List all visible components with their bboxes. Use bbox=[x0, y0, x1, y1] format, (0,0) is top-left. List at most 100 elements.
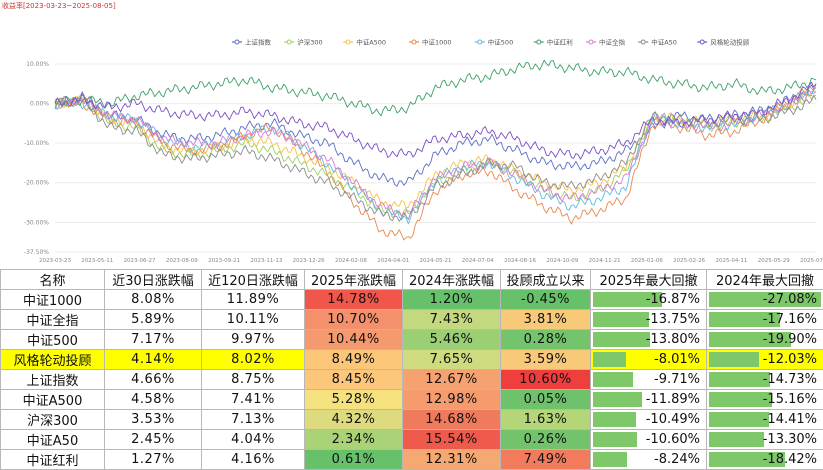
table-cell-since: 3.59% bbox=[501, 350, 591, 370]
table-cell-d30: 2.45% bbox=[105, 430, 202, 450]
table-cell-y2025: 10.44% bbox=[305, 330, 403, 350]
drawdown-bar bbox=[593, 432, 637, 447]
drawdown-bar bbox=[709, 352, 759, 367]
table-cell-d120: 8.75% bbox=[202, 370, 305, 390]
table-cell-y2025: 4.32% bbox=[305, 410, 403, 430]
table-cell-name: 中证500 bbox=[1, 330, 105, 350]
legend-label: 中证A50 bbox=[651, 38, 677, 47]
drawdown-bar bbox=[593, 392, 642, 407]
chart-title: 收益率[2023-03-23~2025-08-05] bbox=[2, 1, 116, 11]
x-tick-label: 2024-05-21 bbox=[420, 258, 452, 264]
table-cell-y2025: 5.28% bbox=[305, 390, 403, 410]
drawdown-value: -10.60% bbox=[646, 432, 700, 447]
legend-marker bbox=[287, 40, 291, 44]
series-line bbox=[55, 84, 816, 240]
drawdown-value: -13.80% bbox=[646, 332, 700, 347]
column-header: 近30日涨跌幅 bbox=[105, 270, 202, 290]
table-cell-y2024: 14.68% bbox=[403, 410, 501, 430]
table-cell-dd2025: -13.80% bbox=[591, 330, 707, 350]
drawdown-value: -16.87% bbox=[646, 292, 700, 307]
x-tick-label: 2023-11-13 bbox=[250, 258, 282, 264]
table-cell-d30: 7.17% bbox=[105, 330, 202, 350]
table-cell-dd2024: -17.16% bbox=[707, 310, 823, 330]
drawdown-value: -8.01% bbox=[654, 352, 700, 367]
table-cell-d30: 1.27% bbox=[105, 450, 202, 470]
drawdown-value: -9.71% bbox=[654, 372, 700, 387]
drawdown-bar bbox=[709, 372, 770, 387]
legend-marker bbox=[346, 40, 350, 44]
table-cell-dd2024: -14.73% bbox=[707, 370, 823, 390]
legend-marker bbox=[700, 40, 704, 44]
legend-marker bbox=[478, 40, 482, 44]
column-header: 投顾成立以来 bbox=[501, 270, 591, 290]
table-cell-since: -0.45% bbox=[501, 290, 591, 310]
drawdown-value: -11.89% bbox=[646, 392, 700, 407]
drawdown-value: -14.73% bbox=[763, 372, 817, 387]
table-cell-d120: 7.41% bbox=[202, 390, 305, 410]
x-tick-label: 2025-04-11 bbox=[715, 258, 747, 264]
table-cell-dd2025: -10.60% bbox=[591, 430, 707, 450]
table-cell-y2024: 12.31% bbox=[403, 450, 501, 470]
table-cell-dd2025: -16.87% bbox=[591, 290, 707, 310]
table-cell-y2024: 7.65% bbox=[403, 350, 501, 370]
x-tick-label: 2023-05-11 bbox=[81, 258, 113, 264]
legend-label: 中证500 bbox=[488, 38, 513, 47]
table-cell-y2024: 12.67% bbox=[403, 370, 501, 390]
table-cell-since: 7.49% bbox=[501, 450, 591, 470]
drawdown-value: -13.30% bbox=[763, 432, 817, 447]
y-tick-label: -10.00% bbox=[24, 140, 49, 147]
table-cell-d120: 7.13% bbox=[202, 410, 305, 430]
legend-label: 风格轮动投顾 bbox=[710, 38, 750, 47]
table-cell-since: 0.05% bbox=[501, 390, 591, 410]
table-cell-dd2024: -18.42% bbox=[707, 450, 823, 470]
chart-svg: 10.00%0.00%-10.00%-20.00%-30.00%-37.50%2… bbox=[0, 0, 823, 268]
table-cell-y2025: 0.61% bbox=[305, 450, 403, 470]
x-tick-label: 2024-08-16 bbox=[504, 258, 536, 264]
table-cell-y2024: 5.46% bbox=[403, 330, 501, 350]
x-tick-label: 2025-02-26 bbox=[673, 258, 705, 264]
table-cell-dd2025: -8.24% bbox=[591, 450, 707, 470]
legend-label: 中证红利 bbox=[547, 38, 573, 47]
table-cell-y2024: 15.54% bbox=[403, 430, 501, 450]
legend-marker bbox=[235, 40, 239, 44]
drawdown-bar bbox=[593, 412, 636, 427]
column-header: 2024年最大回撤 bbox=[707, 270, 823, 290]
drawdown-bar bbox=[593, 352, 626, 367]
y-tick-label: 10.00% bbox=[26, 61, 49, 68]
series-line bbox=[55, 60, 816, 116]
table-cell-d120: 4.16% bbox=[202, 450, 305, 470]
line-chart: 10.00%0.00%-10.00%-20.00%-30.00%-37.50%2… bbox=[0, 0, 823, 268]
legend-label: 中证全指 bbox=[599, 38, 626, 47]
table-cell-d30: 3.53% bbox=[105, 410, 202, 430]
drawdown-value: -15.16% bbox=[763, 392, 817, 407]
y-tick-label: -30.00% bbox=[24, 219, 49, 226]
table-cell-y2025: 10.70% bbox=[305, 310, 403, 330]
table-cell-y2024: 1.20% bbox=[403, 290, 501, 310]
drawdown-value: -27.08% bbox=[763, 292, 817, 307]
table-cell-since: 10.60% bbox=[501, 370, 591, 390]
table-cell-d120: 10.11% bbox=[202, 310, 305, 330]
x-tick-label: 2023-08-09 bbox=[166, 258, 198, 264]
x-tick-label: 2023-06-27 bbox=[124, 258, 156, 264]
drawdown-value: -17.16% bbox=[763, 312, 817, 327]
drawdown-bar bbox=[709, 432, 764, 447]
series-line bbox=[55, 88, 816, 224]
x-tick-label: 2024-11-21 bbox=[589, 258, 621, 264]
table-cell-dd2024: -15.16% bbox=[707, 390, 823, 410]
table-cell-since: 3.81% bbox=[501, 310, 591, 330]
drawdown-bar bbox=[709, 412, 769, 427]
table-cell-dd2024: -19.90% bbox=[707, 330, 823, 350]
table-cell-y2024: 12.98% bbox=[403, 390, 501, 410]
drawdown-value: -19.90% bbox=[763, 332, 817, 347]
